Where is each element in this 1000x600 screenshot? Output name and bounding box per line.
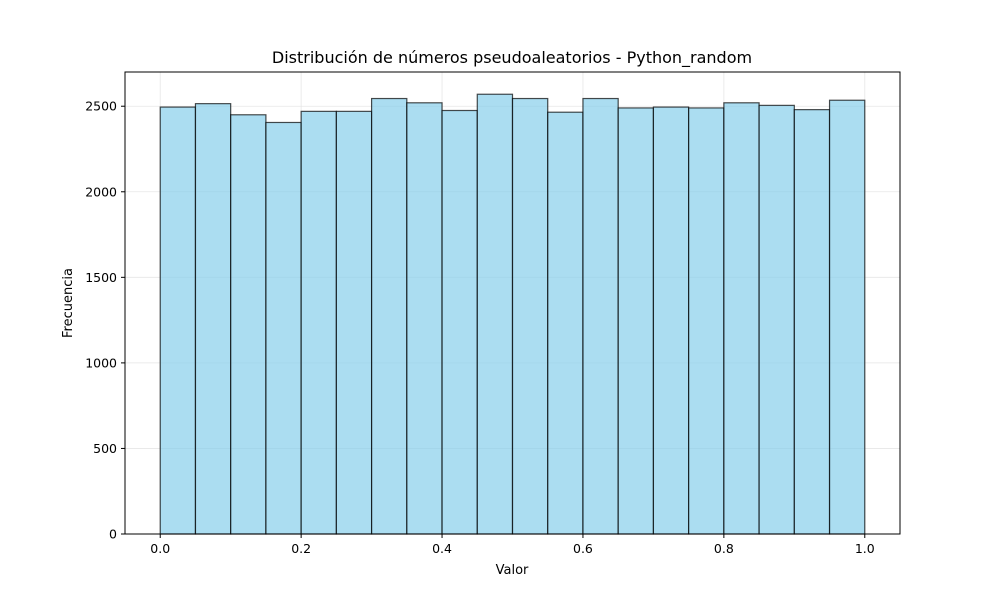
x-axis-label: Valor [496,563,529,578]
histogram-bar-5 [300,110,337,535]
histogram-bar-20 [828,99,866,535]
histogram-bar-9 [441,109,478,535]
y-tick-label: 2500 [85,99,117,114]
histogram-bar-10 [476,93,514,535]
histogram-bar-15 [652,106,690,535]
histogram-bar-2 [194,103,232,535]
y-axis-ticks: 0 500 1000 1500 2000 2500 [85,99,125,542]
y-tick-label: 500 [93,441,117,456]
histogram-bar-17 [723,102,760,535]
histogram-bars [159,93,866,535]
histogram-bar-11 [511,97,549,535]
histogram-bar-12 [547,111,584,535]
x-axis-ticks: 0.0 0.2 0.4 0.6 0.8 1.0 [150,534,875,556]
y-tick-label: 2000 [85,184,117,199]
histogram-bar-18 [758,104,795,535]
x-tick-label: 0.4 [432,541,452,556]
x-tick-label: 0.6 [573,541,593,556]
x-tick-label: 0.0 [150,541,170,556]
histogram-bar-14 [617,107,655,535]
x-tick-label: 0.2 [291,541,311,556]
y-tick-label: 0 [109,527,117,542]
histogram-bar-7 [370,97,408,535]
y-tick-label: 1500 [85,270,117,285]
x-tick-label: 0.8 [714,541,734,556]
chart-title: Distribución de números pseudoaleatorios… [272,48,752,68]
histogram-bar-19 [793,109,831,535]
plot-frame [124,71,901,535]
histogram-bar-8 [406,102,443,535]
y-axis-label: Frecuencia [61,268,76,338]
histogram-bar-1 [159,106,197,535]
x-tick-label: 1.0 [855,541,875,556]
y-tick-label: 1000 [85,355,117,370]
histogram-bar-6 [335,110,373,535]
histogram-bar-4 [265,121,302,535]
histogram-bar-13 [582,97,619,535]
histogram-bar-3 [230,114,267,535]
histogram-bar-16 [688,107,725,535]
